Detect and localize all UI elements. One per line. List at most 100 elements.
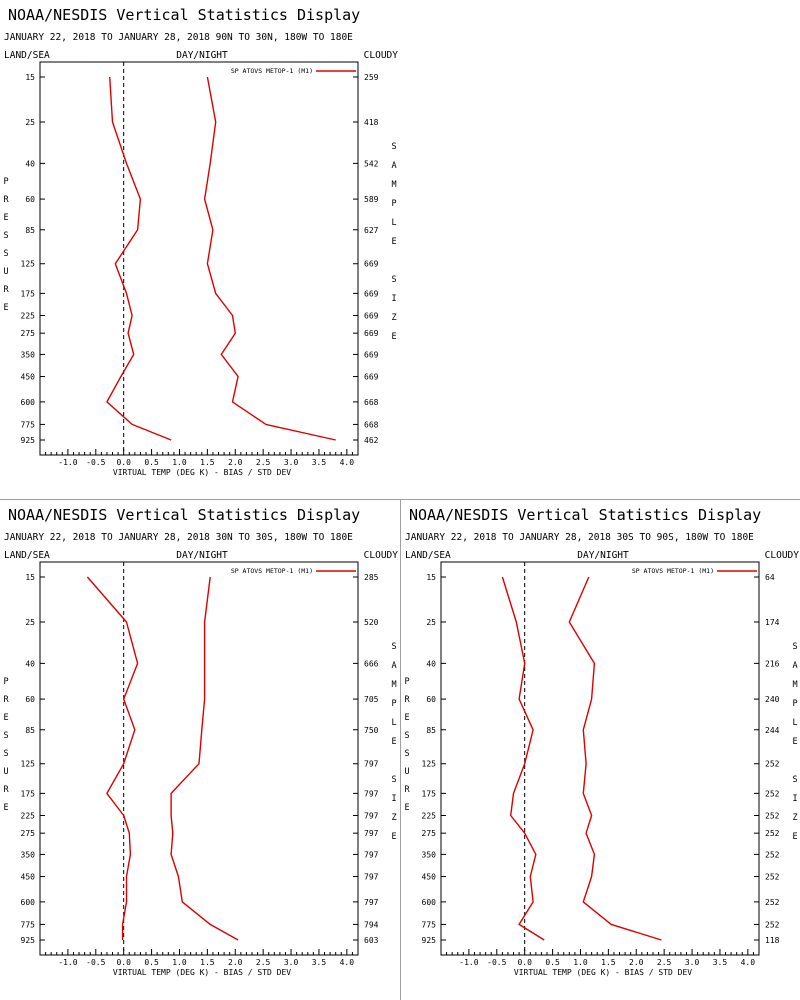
pressure-level-label: 15 xyxy=(25,73,35,82)
x-tick-label: -0.5 xyxy=(86,958,105,967)
legend-label: SP ATOVS METOP-1 (M1) xyxy=(231,567,313,575)
sample-size-label: 669 xyxy=(364,260,379,269)
sample-size-label: 252 xyxy=(765,873,780,882)
pressure-level-label: 25 xyxy=(25,118,35,127)
cloudy-label: CLOUDY xyxy=(364,50,399,61)
pressure-axis-letter: R xyxy=(404,785,410,795)
sample-size-label: 240 xyxy=(765,695,780,704)
pressure-level-label: 125 xyxy=(21,260,36,269)
sample-size-label: 797 xyxy=(364,789,379,798)
chart-subtitle: JANUARY 22, 2018 TO JANUARY 28, 2018 30N… xyxy=(4,532,353,543)
sample-size-axis-letter: E xyxy=(391,332,396,342)
chart-panel-north: NOAA/NESDIS Vertical Statistics Display J… xyxy=(0,0,400,500)
x-tick-label: 4.0 xyxy=(340,458,355,467)
pressure-level-label: 350 xyxy=(21,350,36,359)
legend-label: SP ATOVS METOP-1 (M1) xyxy=(632,567,714,575)
sample-size-label: 418 xyxy=(364,118,379,127)
sample-size-label: 520 xyxy=(364,618,379,627)
x-tick-label: 0.0 xyxy=(116,458,131,467)
x-tick-label: 1.5 xyxy=(601,958,616,967)
pressure-level-label: 225 xyxy=(422,811,437,820)
pressure-level-label: 15 xyxy=(25,573,35,582)
sample-size-label: 64 xyxy=(765,573,775,582)
pressure-level-label: 40 xyxy=(426,659,436,668)
sample-size-label: 797 xyxy=(364,760,379,769)
x-axis-title: VIRTUAL TEMP (DEG K) - BIAS / STD DEV xyxy=(514,968,692,977)
x-minor-ticks xyxy=(39,949,359,955)
pressure-level-label: 275 xyxy=(422,829,437,838)
series-line-bias xyxy=(501,576,545,941)
pressure-level-label: 350 xyxy=(422,850,437,859)
pressure-level-label: 15 xyxy=(426,573,436,582)
sample-size-axis-letter: P xyxy=(391,199,396,209)
x-tick-label: 0.0 xyxy=(116,958,131,967)
sample-size-axis-letter: I xyxy=(391,794,396,804)
empty-panel xyxy=(401,0,800,500)
sample-size-label: 797 xyxy=(364,873,379,882)
sample-size-axis-letter: A xyxy=(391,161,396,171)
x-tick-label: 4.0 xyxy=(741,958,756,967)
pressure-axis-letter: U xyxy=(3,267,8,277)
x-tick-label: 2.5 xyxy=(657,958,672,967)
x-tick-label: 2.5 xyxy=(256,958,271,967)
sample-size-label: 216 xyxy=(765,659,780,668)
pressure-axis-letter: E xyxy=(3,213,8,223)
pressure-level-label: 175 xyxy=(21,789,36,798)
sample-size-label: 750 xyxy=(364,726,379,735)
sample-size-axis-letter: M xyxy=(391,680,396,690)
sample-size-label: 462 xyxy=(364,436,379,445)
chart-title: NOAA/NESDIS Vertical Statistics Display xyxy=(8,6,360,24)
plot-frame xyxy=(440,561,760,956)
pressure-level-label: 175 xyxy=(21,289,36,298)
horizontal-divider xyxy=(0,499,800,500)
chart-panel-tropics: NOAA/NESDIS Vertical Statistics Display J… xyxy=(0,500,400,1000)
x-tick-label: 0.0 xyxy=(517,958,532,967)
sample-size-axis-letter: L xyxy=(391,718,396,728)
sample-size-axis-letter: M xyxy=(391,180,396,190)
sample-size-label: 669 xyxy=(364,311,379,320)
pressure-level-label: 85 xyxy=(426,726,436,735)
sample-size-label: 174 xyxy=(765,618,780,627)
pressure-level-label: 600 xyxy=(21,898,36,907)
x-tick-label: 0.5 xyxy=(144,958,159,967)
pressure-level-label: 60 xyxy=(25,695,35,704)
pressure-level-label: 775 xyxy=(21,420,36,429)
pressure-axis-letter: E xyxy=(3,303,8,313)
sample-size-label: 252 xyxy=(765,760,780,769)
day-night-label: DAY/NIGHT xyxy=(577,550,629,561)
sample-size-axis-letter: S xyxy=(391,142,396,152)
sample-size-axis-letter: M xyxy=(792,680,797,690)
pressure-axis-letter: R xyxy=(3,695,9,705)
pressure-level-label: 225 xyxy=(21,311,36,320)
sample-size-label: 668 xyxy=(364,398,379,407)
x-tick-label: -0.5 xyxy=(86,458,105,467)
sample-size-label: 669 xyxy=(364,373,379,382)
sample-size-label: 669 xyxy=(364,350,379,359)
vertical-statistics-chart: NOAA/NESDIS Vertical Statistics Display J… xyxy=(3,506,398,977)
pressure-level-label: 125 xyxy=(21,760,36,769)
sample-size-axis-letter: E xyxy=(792,832,797,842)
chart-panel-south: NOAA/NESDIS Vertical Statistics Display J… xyxy=(401,500,800,1000)
sample-size-axis-letter: S xyxy=(391,642,396,652)
pressure-level-label: 25 xyxy=(426,618,436,627)
series-line-std-dev xyxy=(203,76,336,441)
sample-size-axis-letter: S xyxy=(391,775,396,785)
pressure-level-label: 60 xyxy=(25,195,35,204)
series-line-std-dev xyxy=(170,576,239,941)
pressure-level-label: 450 xyxy=(21,373,36,382)
sample-size-label: 285 xyxy=(364,573,379,582)
pressure-axis-letter: S xyxy=(3,249,8,259)
x-tick-label: 1.5 xyxy=(200,958,215,967)
x-tick-label: 3.0 xyxy=(685,958,700,967)
x-tick-label: 4.0 xyxy=(340,958,355,967)
legend-label: SP ATOVS METOP-1 (M1) xyxy=(231,67,313,75)
pressure-level-label: 350 xyxy=(21,850,36,859)
pressure-axis-letter: S xyxy=(3,731,8,741)
sample-size-axis-letter: S xyxy=(792,642,797,652)
plot-frame xyxy=(39,61,359,456)
sample-size-axis-letter: I xyxy=(792,794,797,804)
x-tick-label: 3.0 xyxy=(284,958,299,967)
sample-size-axis-letter: S xyxy=(792,775,797,785)
pressure-axis-letter: S xyxy=(3,231,8,241)
chart-title: NOAA/NESDIS Vertical Statistics Display xyxy=(409,506,761,524)
